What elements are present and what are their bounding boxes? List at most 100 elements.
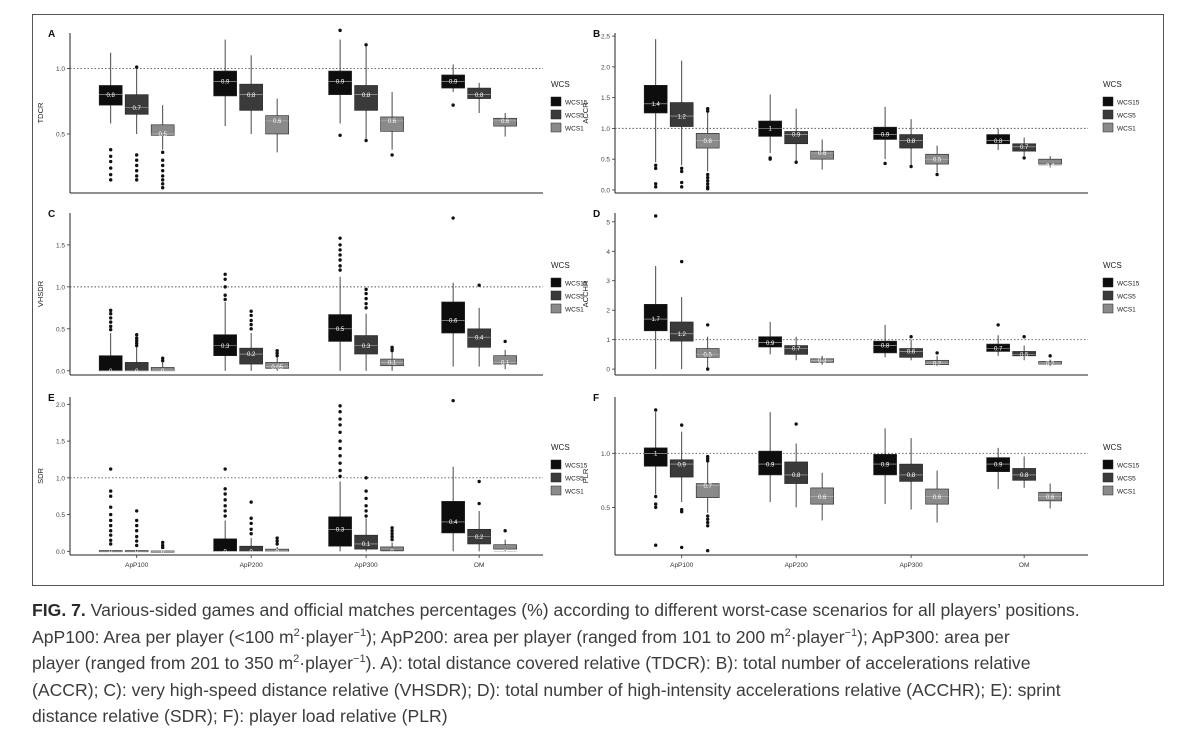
panel-A: A 0.5 1.0 TDCR 0.8 0.9 0.9 0.9 0.7 0.8 0.8 0.8 0.5 0.… — [36, 28, 588, 194]
legend-swatch — [550, 472, 562, 483]
outlier-point — [338, 248, 342, 252]
median-label: 1.4 — [652, 102, 661, 108]
median-label: 0.6 — [818, 495, 827, 501]
outlier-point — [364, 496, 368, 501]
legend: WCS WCS15 WCS5 WCS1 — [1102, 261, 1140, 314]
median-label: 0 — [109, 369, 113, 375]
box-WCS5-ApP100: 0.7 — [124, 65, 149, 182]
box-body — [1012, 468, 1036, 481]
box-body — [354, 534, 378, 550]
legend-swatch — [1102, 303, 1114, 314]
box-body — [873, 126, 897, 140]
legend: WCS WCS15 WCS5 WCS1 — [550, 80, 588, 133]
box-body — [643, 85, 668, 114]
figure-number: FIG. 7. — [32, 600, 86, 620]
median-label: 0.3 — [336, 527, 345, 533]
box-WCS15-OM: 0.9 — [441, 64, 465, 107]
box-body — [265, 362, 289, 369]
outlier-point — [134, 174, 139, 178]
outlier-point — [705, 517, 710, 521]
box-WCS15-ApP200: 0 — [213, 467, 237, 556]
box-WCS1-ApP100: 0.8 — [695, 106, 720, 191]
box-body — [1038, 361, 1062, 365]
y-tick-label: 1.5 — [56, 439, 65, 446]
outlier-point — [338, 446, 342, 451]
median-label: 0.3 — [221, 344, 230, 350]
median-label: 0.1 — [362, 542, 371, 548]
median-label: 0.2 — [475, 535, 484, 541]
y-tick-label: 0.0 — [56, 368, 65, 375]
panel-label: F — [593, 393, 599, 404]
outlier-point — [451, 216, 455, 220]
legend-label: WCS15 — [1117, 463, 1140, 470]
median-label: 0.2 — [1046, 361, 1055, 367]
outlier-point — [338, 474, 342, 479]
y-tick-label: 1.0 — [601, 126, 610, 133]
legend-swatch — [550, 290, 562, 301]
median-label: 0 — [161, 369, 165, 375]
outlier-point — [364, 509, 368, 513]
outlier-point — [451, 398, 455, 403]
legend-swatch — [1102, 459, 1114, 470]
median-label: 0.3 — [362, 344, 371, 350]
box-WCS1-ApP100: 0.5 — [695, 323, 720, 371]
outlier-point — [134, 539, 139, 543]
panel-D: D 0 1 2 3 4 5 ACCHR 1.7 0.9 0.8 0.7 1.2 0.7 0.6 0.5 0.5 0… — [581, 209, 1140, 376]
outlier-point — [705, 109, 710, 113]
outlier-point — [653, 214, 658, 218]
box-body — [1012, 351, 1036, 357]
box-WCS15-ApP100: 1 — [643, 408, 668, 547]
median-label: 0.5 — [159, 132, 168, 138]
box-WCS1-ApP200: 0 — [265, 536, 289, 556]
box-WCS1-ApP200: 0.3 — [810, 355, 834, 365]
outlier-point — [390, 534, 394, 539]
outlier-point — [134, 333, 139, 337]
median-label: 0.8 — [362, 93, 371, 99]
box-WCS1-OM: 0.6 — [1038, 483, 1062, 509]
outlier-point — [160, 356, 165, 360]
median-label: 0 — [161, 550, 165, 556]
y-tick-label: 1.0 — [56, 475, 65, 482]
median-label: 0.5 — [336, 327, 345, 333]
box-body — [643, 447, 668, 467]
outlier-point — [705, 524, 710, 528]
box-body — [493, 355, 517, 365]
outlier-point — [160, 186, 165, 190]
legend-label: WCS1 — [1117, 489, 1136, 496]
median-label: 0 — [135, 369, 139, 375]
box-WCS5-ApP100: 1.2 — [669, 259, 694, 370]
outlier-point — [108, 512, 113, 517]
outlier-point — [223, 272, 227, 276]
box-body — [213, 70, 237, 97]
box-body — [873, 340, 897, 354]
box-WCS15-ApP100: 0.8 — [98, 52, 123, 182]
outlier-point — [705, 172, 710, 177]
outlier-point — [108, 324, 113, 329]
box-WCS15-OM: 0.4 — [441, 398, 465, 552]
median-label: 0.6 — [933, 495, 942, 501]
box-WCS1-ApP300: 0 — [380, 526, 404, 556]
box-body — [354, 335, 378, 355]
median-label: 0.6 — [907, 350, 916, 356]
outlier-point — [223, 504, 227, 508]
outlier-point — [503, 339, 507, 344]
outlier-point — [108, 529, 113, 533]
median-label: 0.6 — [501, 119, 510, 125]
outlier-point — [275, 539, 279, 543]
outlier-point — [338, 236, 342, 240]
outlier-point — [705, 367, 710, 371]
outlier-point — [134, 169, 139, 173]
box-WCS1-ApP100: 0 — [150, 540, 175, 556]
outlier-point — [134, 518, 139, 523]
y-axis-title: TDCR — [36, 102, 45, 123]
median-label: 0.6 — [1046, 495, 1055, 501]
legend-label: WCS1 — [1117, 307, 1136, 314]
box-body — [669, 102, 694, 127]
outlier-point — [338, 243, 342, 247]
y-tick-label: 1.0 — [56, 66, 65, 73]
outlier-point — [108, 467, 113, 471]
median-label: 0.7 — [704, 484, 713, 490]
outlier-point — [275, 536, 279, 540]
median-label: 0.9 — [766, 341, 775, 347]
median-label: 0.2 — [933, 361, 942, 367]
